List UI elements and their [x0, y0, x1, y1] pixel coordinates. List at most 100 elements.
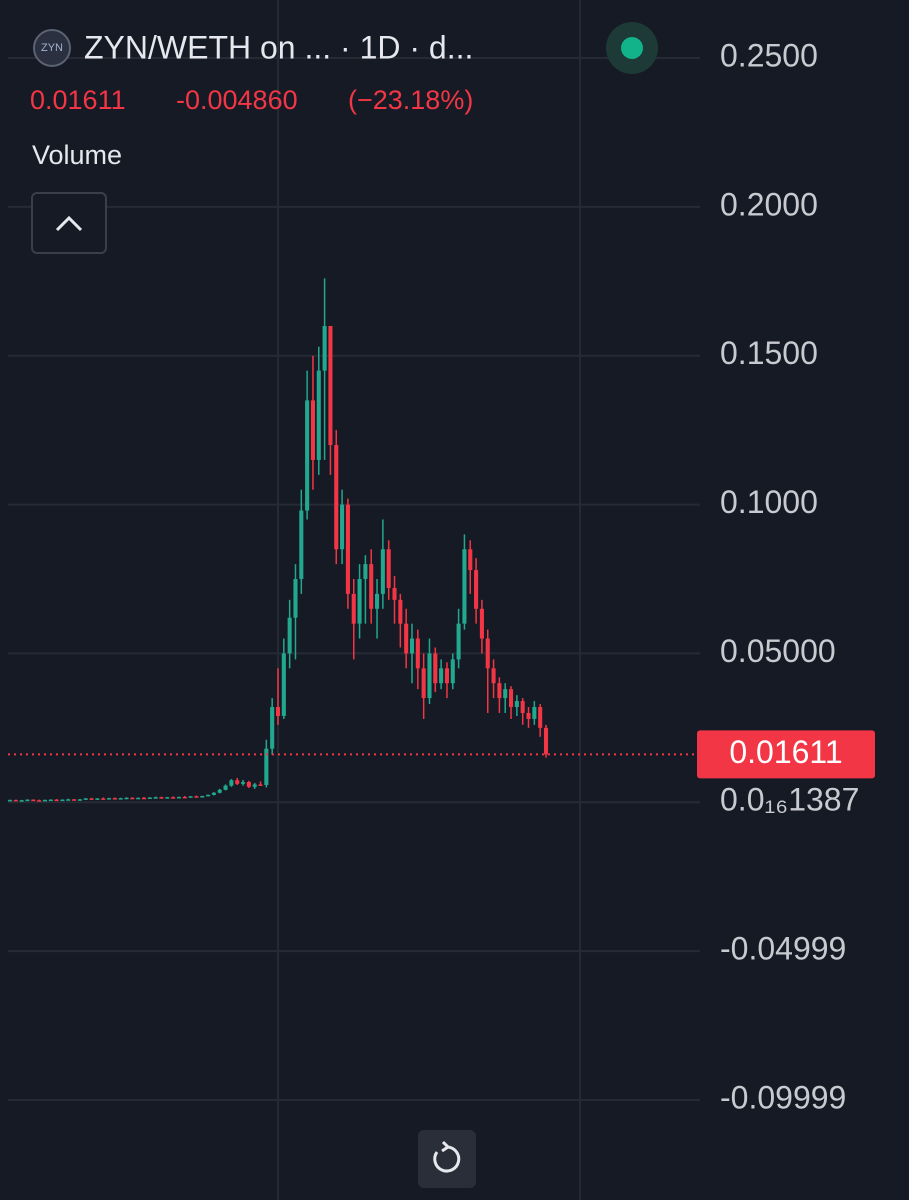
candle-body	[159, 797, 164, 799]
status-dot	[621, 37, 643, 59]
candle-body	[95, 798, 100, 800]
candle-body	[351, 593, 356, 624]
candle-body	[141, 797, 147, 800]
candle-body	[37, 800, 42, 802]
candle-body	[526, 712, 531, 719]
candle-body	[497, 683, 502, 699]
candle-body	[171, 797, 176, 799]
candle-body	[270, 707, 275, 749]
candle-body	[334, 445, 339, 550]
candle-body	[54, 799, 59, 802]
y-tick-label: 0.1500	[720, 335, 818, 371]
last-price-label: 0.01611	[729, 734, 842, 770]
candle-body	[299, 510, 304, 580]
last-price-tag	[697, 730, 875, 779]
y-tick-label: 0.2500	[720, 38, 818, 74]
candle-body	[468, 549, 473, 571]
candle-body	[380, 549, 385, 594]
candle-body	[293, 579, 298, 618]
candle-body	[543, 727, 549, 755]
candle-body	[101, 798, 106, 800]
candle-body	[200, 796, 205, 798]
y-tick-label: 0.2000	[720, 186, 818, 222]
candle-body	[7, 799, 13, 802]
candle-body	[13, 799, 18, 802]
candle-body	[48, 799, 53, 802]
candle-body	[439, 668, 444, 684]
candle-body	[340, 504, 345, 550]
candle-body	[514, 701, 519, 708]
candle-body	[241, 782, 246, 784]
candle-body	[474, 570, 479, 609]
candle-body	[136, 797, 141, 800]
y-tick-label: -0.04999	[720, 931, 846, 967]
candle-body	[165, 797, 170, 799]
y-tick-label: 0.1000	[720, 484, 818, 520]
candle-body	[398, 599, 403, 624]
y-tick-label: 0.0₁₆1387	[720, 782, 859, 818]
candle-body	[124, 797, 129, 800]
y-tick-label: 0.05000	[720, 633, 836, 669]
chevron-icon	[55, 215, 83, 232]
candle-body	[77, 799, 82, 801]
candle-body	[427, 653, 432, 699]
candle-body	[520, 701, 525, 713]
candle-body	[392, 587, 397, 600]
candle-body	[305, 400, 310, 511]
candle-body	[72, 799, 77, 801]
candle-body	[211, 792, 216, 795]
candle-body	[532, 707, 537, 719]
candle-body	[509, 689, 514, 708]
candle-body	[42, 799, 47, 802]
indicator-label: Volume	[32, 140, 122, 170]
candle-body	[450, 659, 455, 684]
candle-body	[60, 799, 65, 802]
candle-body	[66, 799, 71, 801]
candle-body	[444, 668, 449, 684]
candle-body	[456, 623, 461, 660]
candle-body	[206, 794, 211, 797]
candle-body	[415, 638, 420, 669]
candle-body	[118, 798, 123, 800]
header-price: 0.01611	[30, 85, 126, 115]
candle-body	[188, 796, 193, 798]
candle-body	[386, 549, 391, 588]
collapse-button[interactable]	[31, 192, 107, 254]
candle-body	[89, 798, 94, 800]
candle-body	[229, 780, 234, 786]
candle-body	[147, 797, 152, 800]
candle-body	[25, 799, 30, 802]
candle-body	[223, 785, 228, 790]
candle-body	[112, 798, 117, 800]
candle-body	[287, 617, 292, 654]
candle-body	[479, 608, 484, 639]
candle-body	[409, 638, 415, 654]
logo-text: ZYN	[41, 42, 63, 54]
candle-body	[281, 653, 286, 716]
candle-body	[404, 623, 409, 654]
candle-body	[491, 668, 496, 684]
candle-body	[107, 798, 112, 800]
candle-body	[130, 797, 135, 800]
candle-body	[433, 653, 438, 684]
candle-body	[345, 504, 350, 594]
candle-body	[83, 798, 88, 800]
candle-body	[328, 325, 333, 446]
candle-body	[363, 564, 368, 580]
candle-body	[503, 689, 508, 699]
candle-body	[369, 564, 374, 609]
candle-body	[176, 796, 181, 799]
candle-body	[275, 707, 281, 716]
candle-body	[153, 797, 158, 799]
candle-body	[182, 796, 187, 799]
candle-body	[538, 707, 543, 728]
chart-title[interactable]: ZYN/WETH on ... · 1D · d...	[84, 29, 473, 65]
candle-body	[322, 325, 327, 371]
candle-body	[258, 784, 263, 786]
candle-body	[462, 549, 467, 624]
candle-body	[217, 789, 222, 793]
reset-button[interactable]	[418, 1130, 476, 1188]
candle-body	[485, 638, 490, 669]
